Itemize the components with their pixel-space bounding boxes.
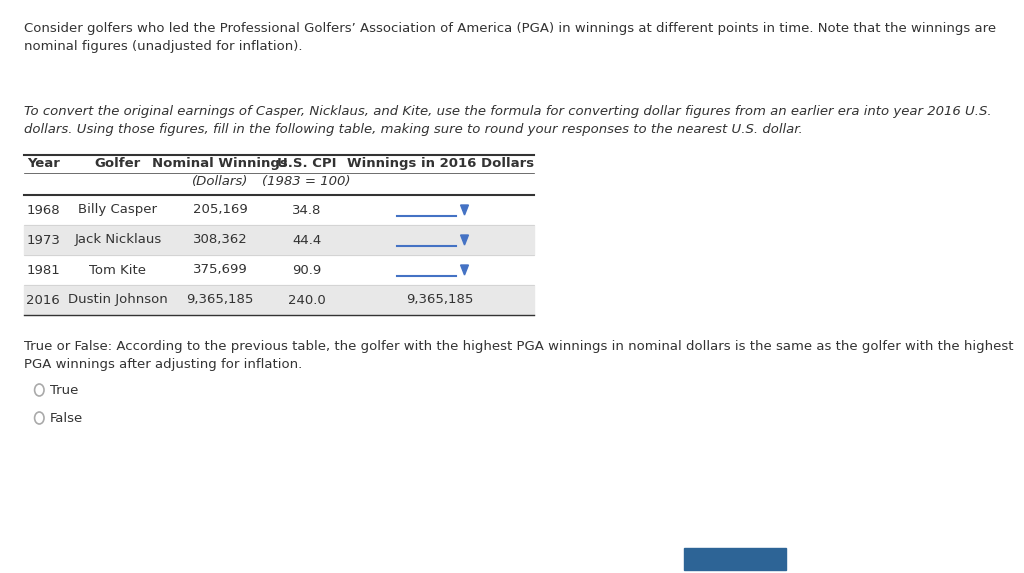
Text: 1968: 1968 — [27, 203, 60, 217]
Text: 308,362: 308,362 — [193, 234, 248, 246]
Text: 1981: 1981 — [27, 264, 60, 277]
Text: Billy Casper: Billy Casper — [79, 203, 158, 217]
Text: True or False: According to the previous table, the golfer with the highest PGA : True or False: According to the previous… — [24, 340, 1013, 353]
Bar — [684, 548, 786, 570]
Text: 34.8: 34.8 — [292, 203, 322, 217]
Polygon shape — [461, 205, 468, 215]
Text: Dustin Johnson: Dustin Johnson — [68, 293, 168, 307]
Text: Tom Kite: Tom Kite — [89, 264, 146, 277]
Text: Golfer: Golfer — [95, 157, 141, 170]
Text: 240.0: 240.0 — [288, 293, 326, 307]
Text: PGA winnings after adjusting for inflation.: PGA winnings after adjusting for inflati… — [24, 358, 302, 371]
Text: dollars. Using those figures, fill in the following table, making sure to round : dollars. Using those figures, fill in th… — [24, 123, 803, 136]
Text: nominal figures (unadjusted for inflation).: nominal figures (unadjusted for inflatio… — [24, 40, 302, 53]
Text: Nominal Winnings: Nominal Winnings — [153, 157, 288, 170]
Text: To convert the original earnings of Casper, Nicklaus, and Kite, use the formula : To convert the original earnings of Casp… — [24, 105, 991, 118]
Text: 205,169: 205,169 — [193, 203, 248, 217]
Polygon shape — [461, 235, 468, 245]
Polygon shape — [461, 265, 468, 275]
Text: Year: Year — [27, 157, 59, 170]
Bar — [24, 285, 535, 315]
Text: 90.9: 90.9 — [292, 264, 322, 277]
Text: 9,365,185: 9,365,185 — [186, 293, 254, 307]
Text: Winnings in 2016 Dollars: Winnings in 2016 Dollars — [346, 157, 534, 170]
Text: True: True — [49, 383, 78, 397]
Text: (Dollars): (Dollars) — [191, 175, 248, 188]
Bar — [24, 225, 535, 255]
Text: Consider golfers who led the Professional Golfers’ Association of America (PGA) : Consider golfers who led the Professiona… — [24, 22, 995, 35]
Text: Jack Nicklaus: Jack Nicklaus — [75, 234, 162, 246]
Text: 375,699: 375,699 — [193, 264, 248, 277]
Text: 44.4: 44.4 — [292, 234, 322, 246]
Text: 2016: 2016 — [27, 293, 60, 307]
Text: (1983 = 100): (1983 = 100) — [262, 175, 351, 188]
Text: 1973: 1973 — [27, 234, 60, 246]
Text: 9,365,185: 9,365,185 — [407, 293, 474, 307]
Text: False: False — [49, 411, 83, 425]
Text: U.S. CPI: U.S. CPI — [276, 157, 336, 170]
